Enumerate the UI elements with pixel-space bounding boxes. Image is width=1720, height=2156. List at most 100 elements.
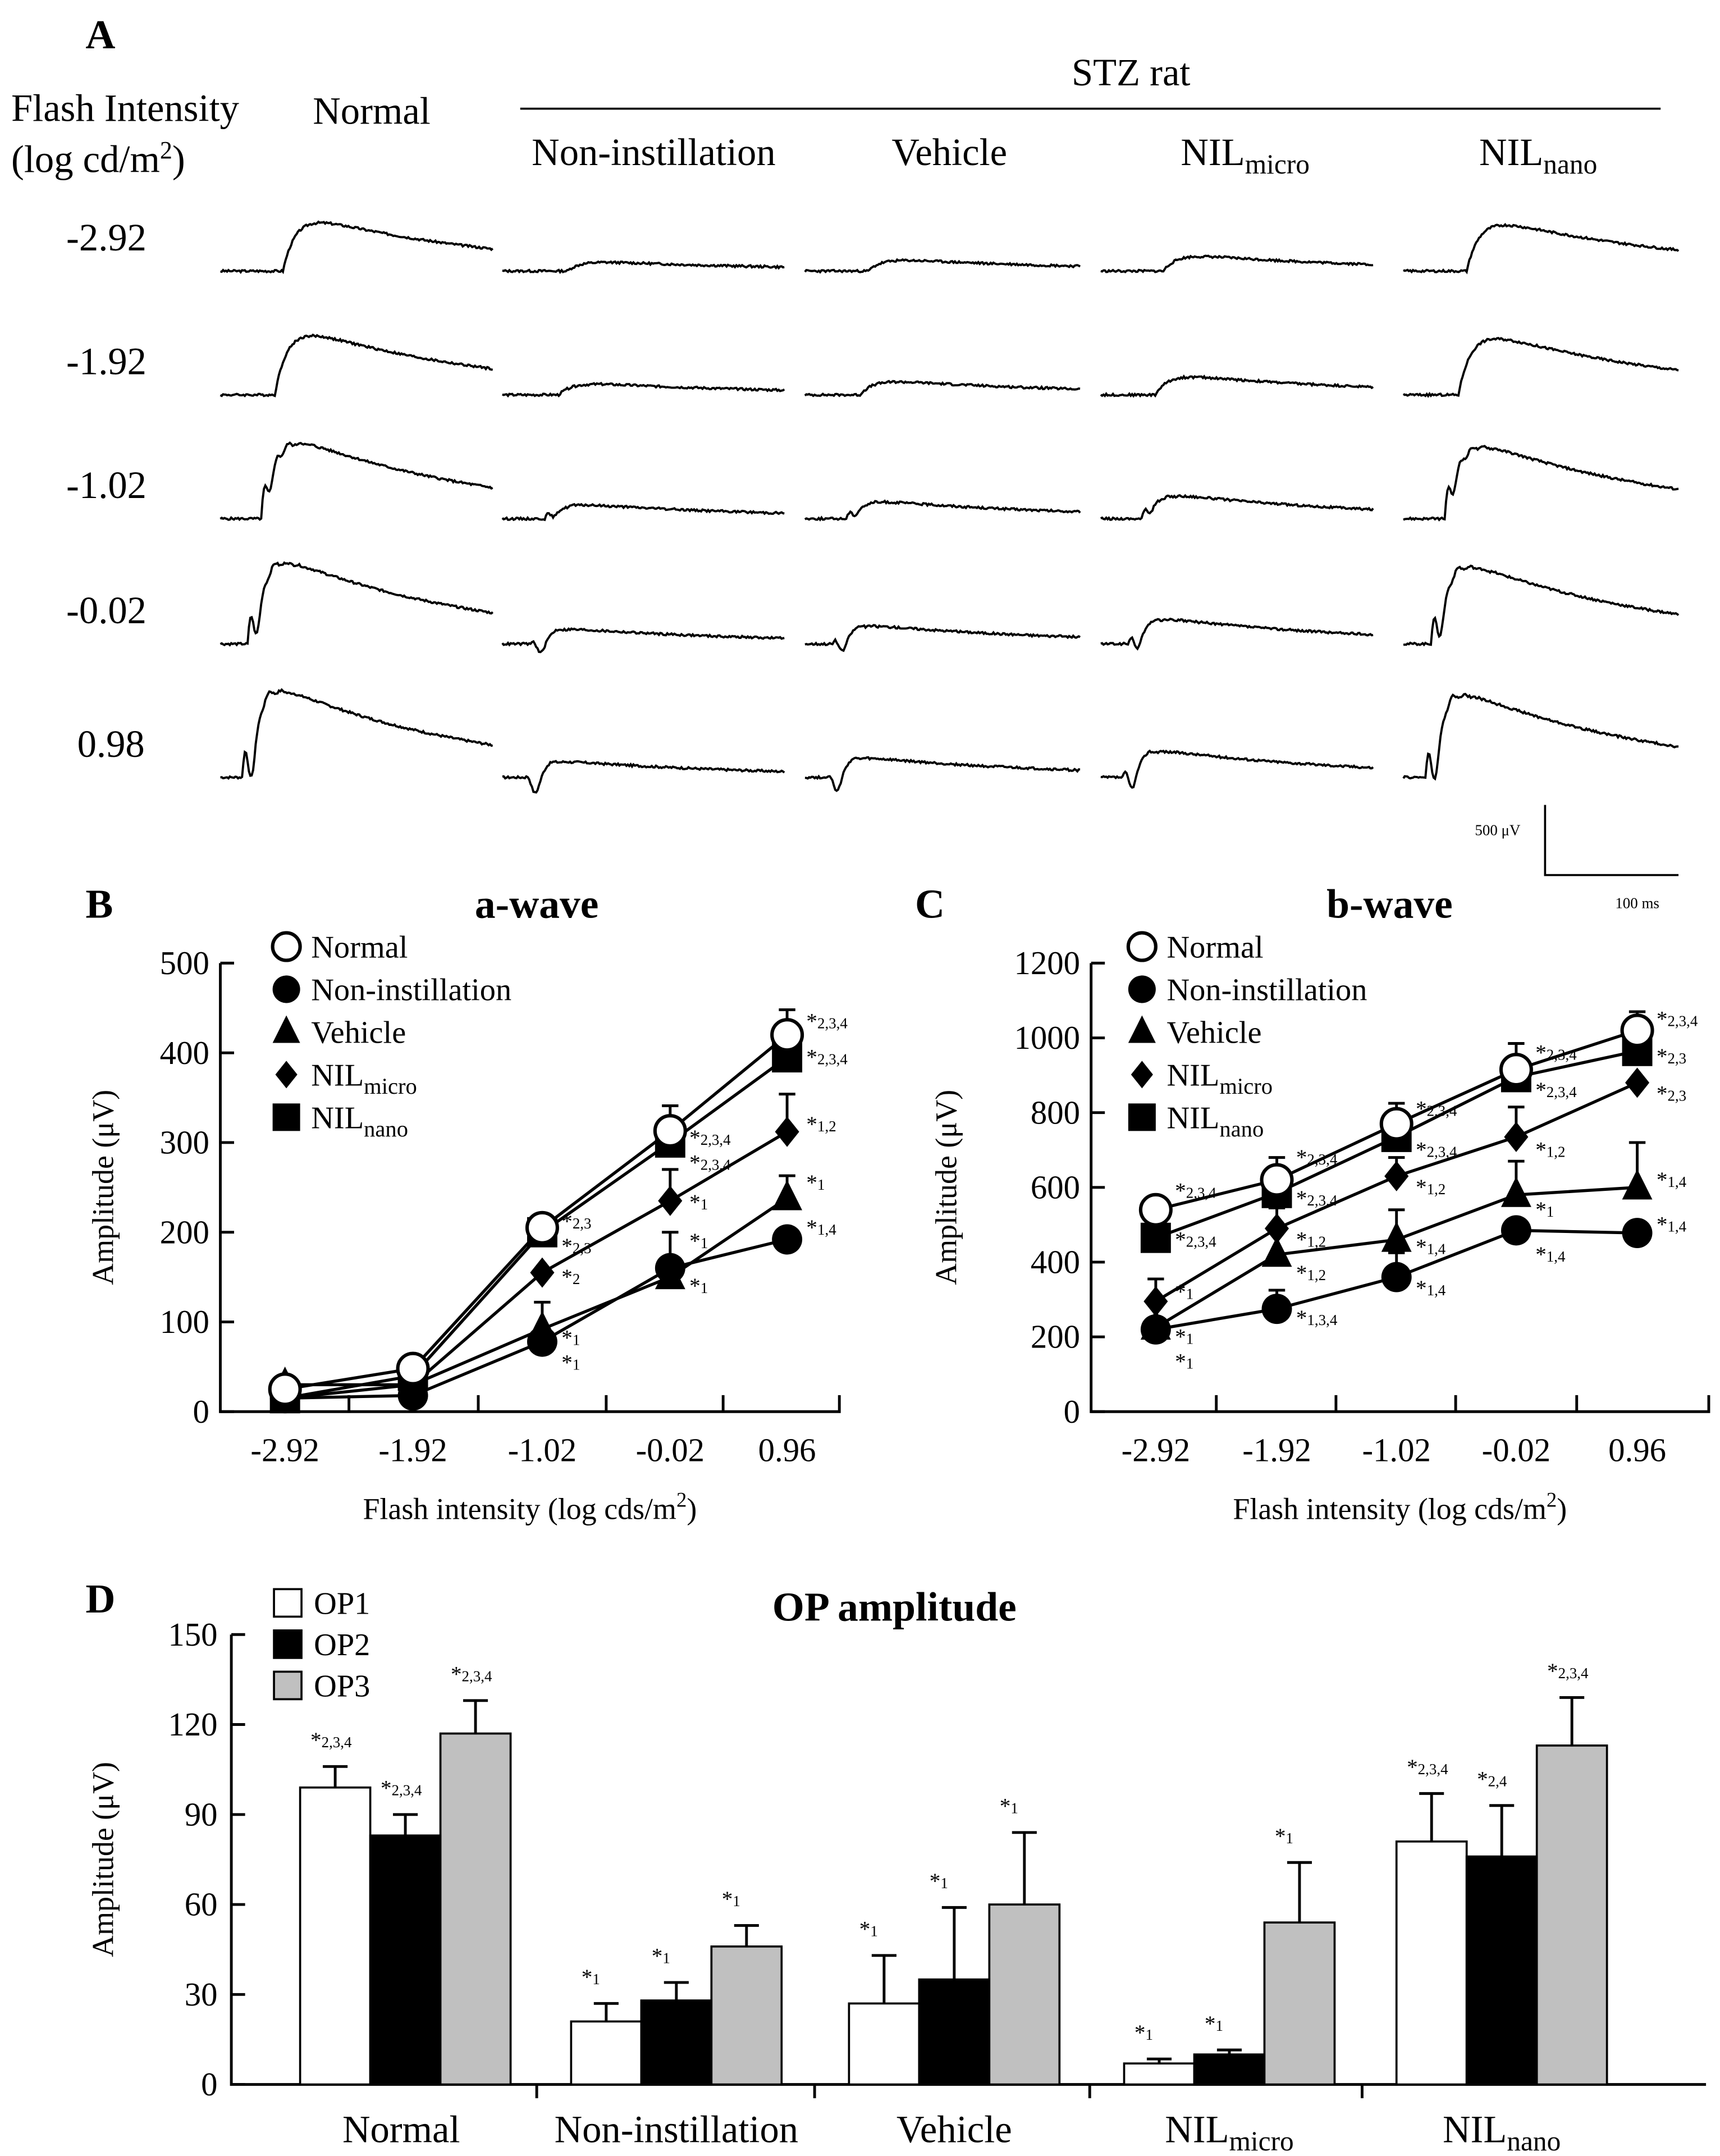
column-header-4: NILnano [1479, 131, 1597, 180]
asterisk: * [689, 1229, 701, 1253]
annotation-groups: 1 [701, 1280, 708, 1296]
erg-trace [1100, 618, 1374, 651]
panel-d-op-amplitude-chart: D OP amplitude 0 30 60 90 120 150 Amplitude (μV)… [85, 1575, 1707, 2156]
marker-filled-circle [1381, 1262, 1412, 1292]
annotation-groups: 1 [1286, 1830, 1293, 1847]
significance-annotation: *2,3 [561, 1209, 591, 1234]
panel-letter: D [85, 1575, 115, 1621]
significance-annotation: *2,3,4 [310, 1728, 352, 1752]
annotation-groups: 1,4 [1667, 1218, 1686, 1235]
chart-title: a-wave [475, 881, 598, 927]
erg-trace [501, 627, 785, 654]
y-tick-label: 500 [160, 945, 209, 981]
legend-swatch [273, 1629, 303, 1659]
significance-annotation: *1,2 [1296, 1261, 1326, 1285]
bar-op1 [1395, 1840, 1468, 2086]
x-tick-label: -0.02 [636, 1432, 705, 1468]
asterisk: * [1416, 1138, 1427, 1162]
y-tick-label: 800 [1031, 1094, 1080, 1131]
annotation-groups: 2,3,4 [1667, 1012, 1698, 1029]
asterisk: * [1275, 1824, 1286, 1848]
marker-diamond [1131, 1061, 1153, 1089]
row-header-title: Flash Intensity [11, 87, 240, 130]
significance-annotation: *1 [1205, 2012, 1223, 2036]
asterisk: * [561, 1326, 573, 1350]
error-bar [323, 1765, 348, 1788]
marker-filled-circle [1128, 975, 1156, 1003]
annotation-groups: 1 [1215, 2017, 1223, 2034]
asterisk: * [1416, 1097, 1427, 1121]
asterisk: * [1296, 1306, 1307, 1330]
erg-trace [501, 503, 785, 522]
x-tick-label: -1.02 [1362, 1432, 1430, 1468]
series-line [285, 1237, 788, 1400]
x-axis-label-sup: 2 [1547, 1488, 1557, 1511]
significance-annotation: *1,4 [806, 1216, 836, 1240]
marker-triangle [272, 1015, 300, 1043]
column-header-3-sub: micro [1245, 149, 1310, 180]
error-bar [593, 2002, 619, 2022]
asterisk: * [806, 1045, 817, 1069]
significance-annotation: *1 [859, 1917, 878, 1942]
legend-item: OP1 [314, 1586, 370, 1621]
marker-triangle [1381, 1221, 1412, 1252]
legend-item-0: Normal [311, 930, 408, 965]
legend-item-1: Non-instillation [1167, 973, 1367, 1008]
significance-annotation: *1,2 [1535, 1138, 1565, 1162]
significance-annotation: *1 [1175, 1280, 1193, 1304]
asterisk: * [451, 1662, 462, 1686]
significance-annotation: *1,2 [1416, 1175, 1445, 1199]
chart-title: OP amplitude [772, 1584, 1017, 1630]
marker-filled-circle [1140, 1314, 1171, 1345]
y-tick-label: 100 [160, 1304, 209, 1340]
annotation-groups: 2,3 [573, 1240, 592, 1257]
y-axis-label: Amplitude (μV) [86, 1762, 120, 1957]
significance-annotation: *2,3 [1657, 1044, 1686, 1068]
asterisk: * [582, 1965, 593, 1989]
panel-letter: B [85, 881, 113, 927]
annotation-groups: 2,3 [1667, 1088, 1686, 1104]
panel-a-erg-traces: A Flash Intensity (log cd/m2) STZ rat Normal… [11, 11, 1680, 911]
annotation-groups: 1 [1186, 1330, 1193, 1347]
asterisk: * [1657, 1168, 1668, 1192]
legend-item-3-sub: micro [1219, 1074, 1273, 1099]
category-label-main: Vehicle [896, 2108, 1012, 2150]
legend-item-1-main: Non-instillation [311, 973, 511, 1008]
legend-item-3: NILmicro [1167, 1058, 1273, 1099]
erg-trace [502, 260, 785, 275]
y-tick-label: 120 [168, 1706, 217, 1743]
significance-annotation: *2,3,4 [1296, 1145, 1338, 1170]
marker-triangle [1622, 1169, 1653, 1200]
marker-filled-circle [1622, 1218, 1653, 1248]
marker-square [272, 1103, 300, 1131]
asterisk: * [1657, 1082, 1668, 1106]
annotation-groups: 2,3,4 [1307, 1151, 1337, 1168]
x-tick-label: -1.02 [508, 1432, 577, 1468]
column-header-0: Normal [313, 90, 431, 133]
marker-diamond [1504, 1121, 1529, 1152]
erg-trace [804, 624, 1081, 652]
x-tick-label: -1.92 [1242, 1432, 1311, 1468]
asterisk: * [806, 1171, 817, 1195]
asterisk: * [806, 1009, 817, 1033]
y-tick-label: 400 [1031, 1244, 1080, 1281]
marker-square [1128, 1103, 1156, 1131]
annotation-groups: 2,3,4 [1558, 1665, 1589, 1682]
asterisk: * [1175, 1280, 1186, 1304]
annotation-groups: 1 [1186, 1285, 1193, 1302]
annotation-groups: 1 [573, 1356, 580, 1373]
marker-diamond [775, 1116, 799, 1147]
y-tick-label: 0 [193, 1394, 209, 1430]
erg-trace [804, 499, 1081, 522]
significance-annotation: *1,2 [1296, 1227, 1326, 1251]
marker-filled-circle [655, 1253, 685, 1283]
y-tick-label: 600 [1031, 1169, 1080, 1205]
category-label: Non-instillation [555, 2108, 799, 2150]
significance-annotation: *1 [1535, 1198, 1554, 1222]
legend-item-0: Normal [1167, 930, 1263, 965]
x-tick-label: 0.96 [1608, 1432, 1666, 1468]
legend-item-0-main: Normal [311, 930, 408, 965]
significance-annotation: *2,3,4 [1416, 1138, 1457, 1162]
legend-item-4-sub: nano [1219, 1116, 1264, 1141]
